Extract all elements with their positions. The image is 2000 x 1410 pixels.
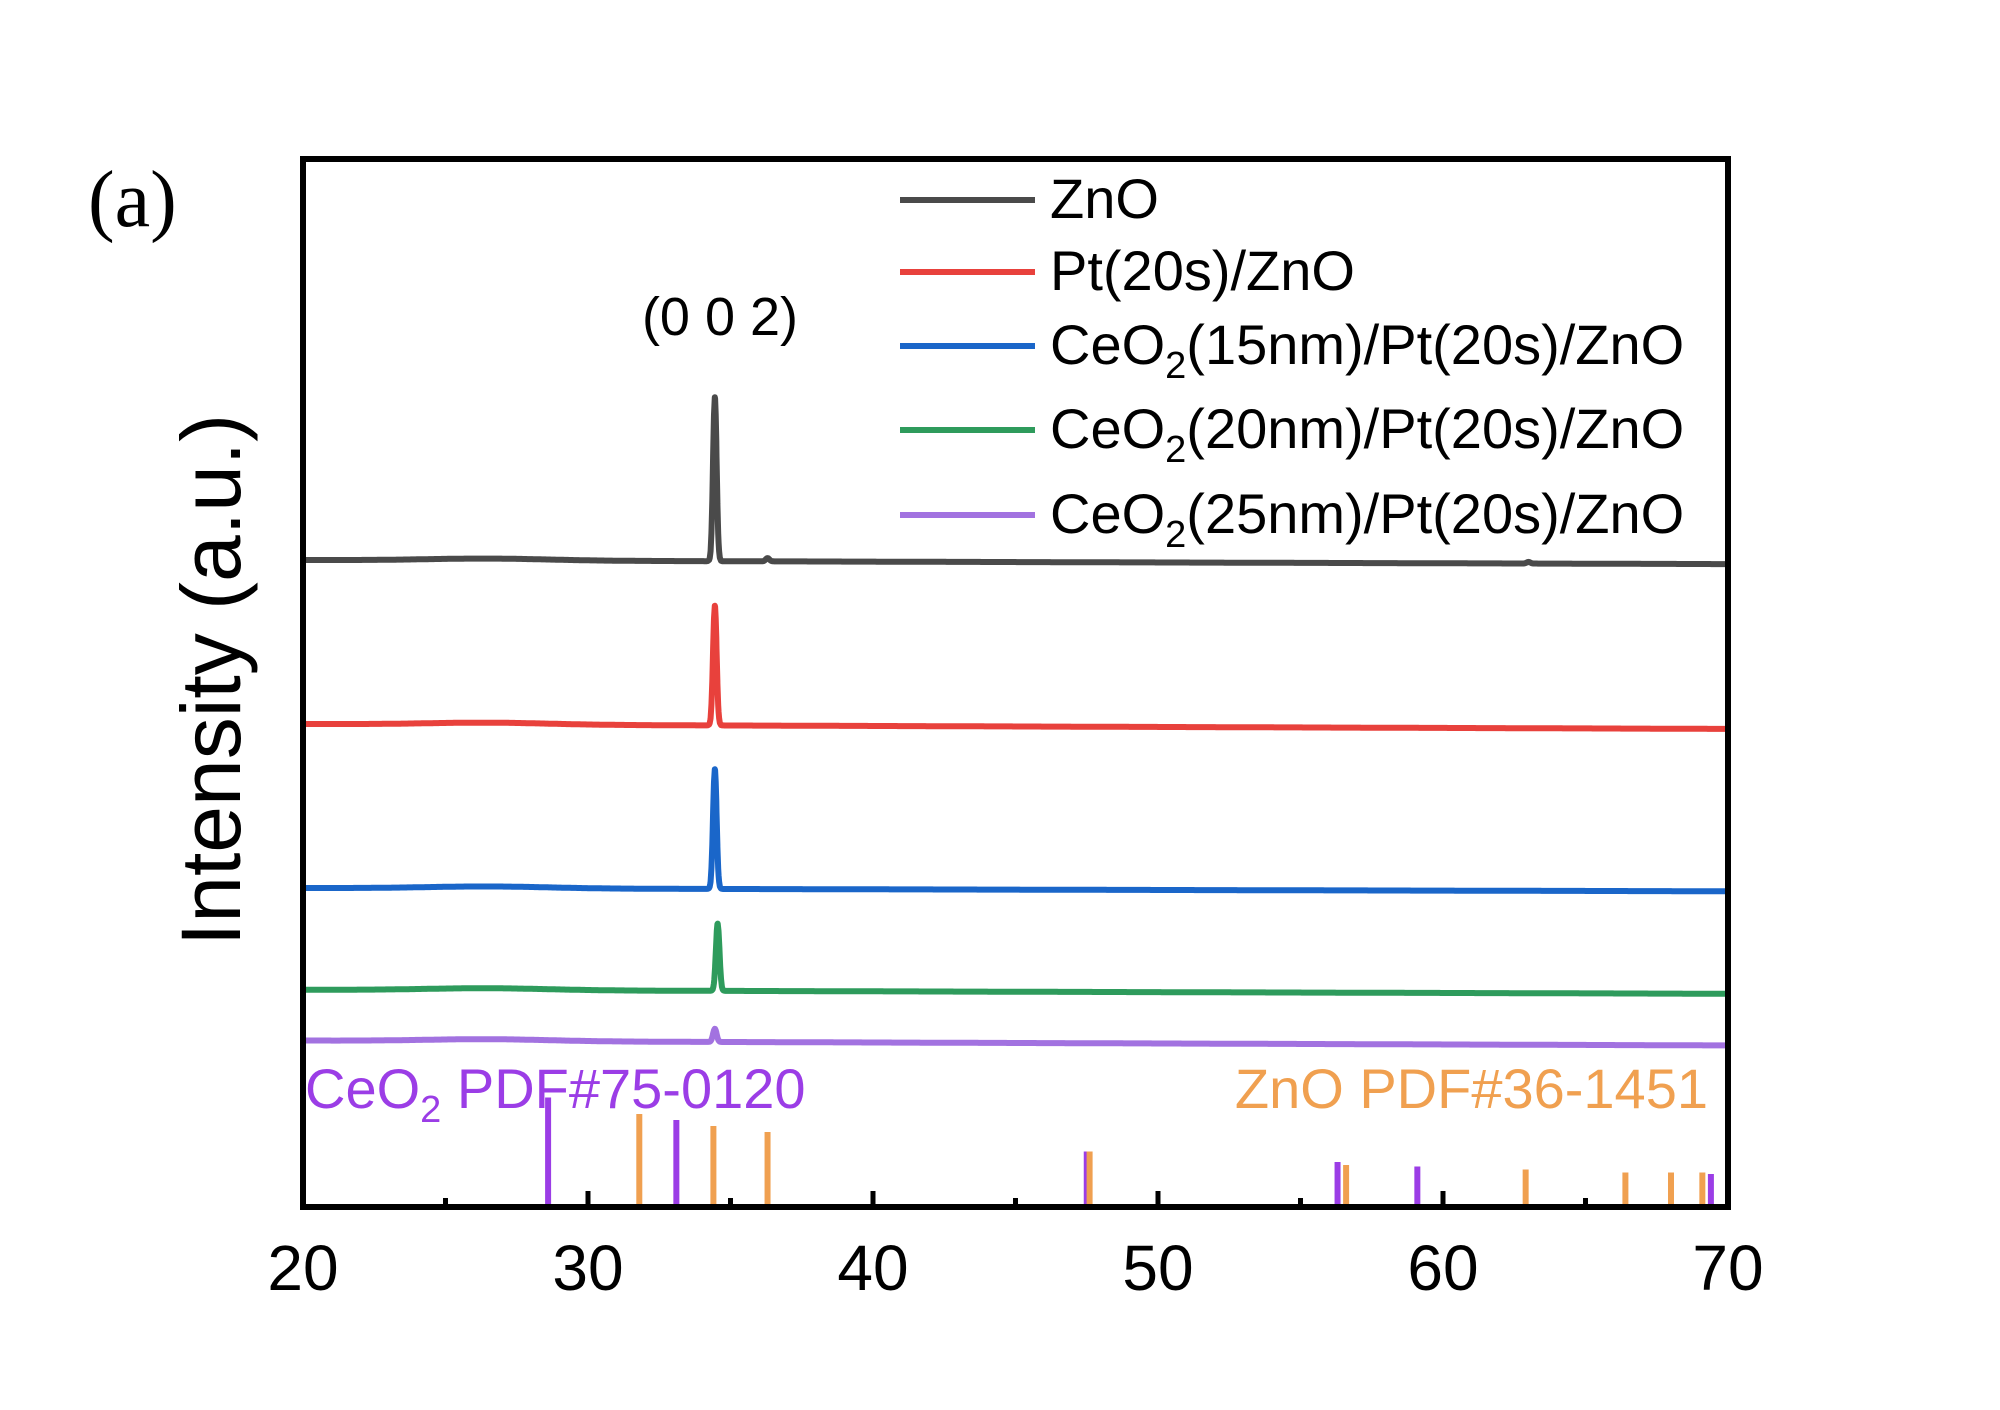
x-tick-label-30: 30 (552, 1232, 623, 1304)
y-axis-label: Intensity (a.u.) (164, 414, 258, 946)
plot-layer (301, 394, 1730, 1207)
legend-entry-2: Pt(20s)/ZnO (1050, 239, 1355, 302)
legend-entry-1: ZnO (1050, 167, 1159, 230)
peak-annotation: (0 0 2) (642, 287, 798, 347)
x-tick-label-60: 60 (1407, 1232, 1478, 1304)
reference-label-2: ZnO PDF#36-1451 (1235, 1057, 1708, 1120)
x-tick-label-70: 70 (1692, 1232, 1763, 1304)
legend: ZnO Pt(20s)/ZnO CeO2(15nm)/Pt(20s)/ZnO CeO2… (900, 167, 1684, 556)
x-tick-label-50: 50 (1122, 1232, 1193, 1304)
reference-labels: CeO2 PDF#75-0120 ZnO PDF#36-1451 (305, 1057, 1708, 1131)
reference-label-1: CeO2 PDF#75-0120 (305, 1057, 806, 1131)
series-line-1 (301, 394, 1730, 568)
x-tick-label-40: 40 (837, 1232, 908, 1304)
series-line-4 (301, 920, 1730, 997)
panel-label: (a) (88, 156, 177, 244)
series-line-3 (301, 766, 1730, 895)
x-tick-label-20: 20 (267, 1232, 338, 1304)
x-axis: 20 30 40 50 60 70 (267, 1191, 1764, 1304)
series-line-2 (301, 602, 1730, 732)
series-line-5 (301, 1025, 1730, 1049)
legend-entry-4: CeO2(20nm)/Pt(20s)/ZnO (1050, 397, 1684, 471)
legend-entry-3: CeO2(15nm)/Pt(20s)/ZnO (1050, 313, 1684, 387)
legend-entry-5: CeO2(25nm)/Pt(20s)/ZnO (1050, 482, 1684, 556)
